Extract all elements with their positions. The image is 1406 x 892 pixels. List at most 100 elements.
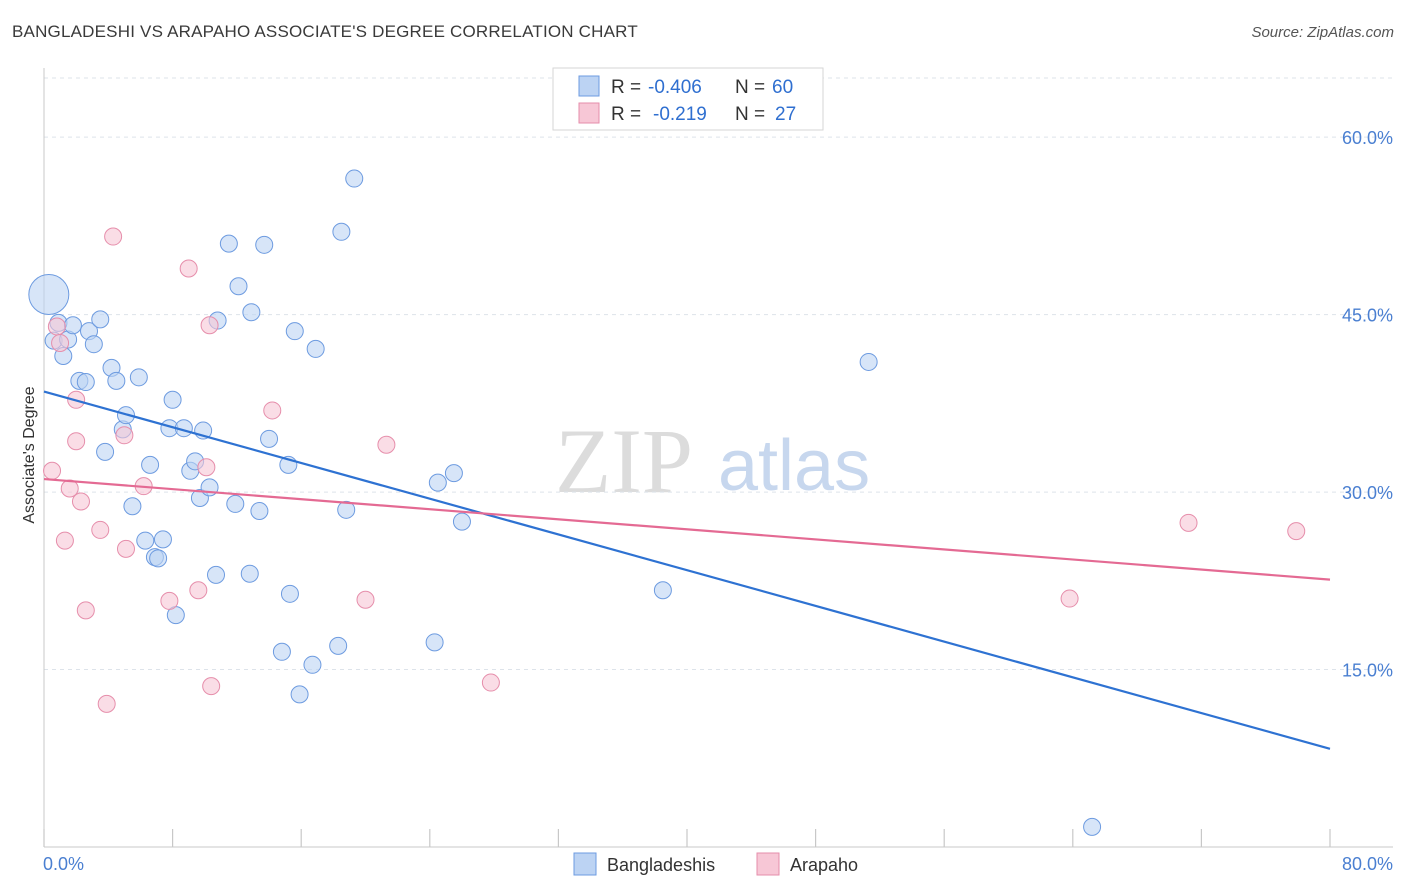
arapaho-point (179, 259, 198, 278)
bangladeshis-point (255, 235, 274, 254)
bangladeshis-point (240, 564, 259, 583)
arapaho-point (76, 601, 95, 620)
watermark-atlas: atlas (718, 426, 870, 506)
arapaho-point (1060, 589, 1079, 608)
bangladeshis-point (260, 429, 279, 448)
arapaho-point (47, 317, 66, 336)
source-label: Source: ZipAtlas.com (1251, 24, 1394, 41)
legend-swatch-pink (578, 102, 600, 124)
arapaho-point (104, 227, 123, 246)
y-tick-label: 60.0% (1342, 128, 1393, 148)
arapaho-point (1287, 522, 1306, 541)
bangladeshis-point (229, 277, 248, 296)
bangladeshis-point (163, 390, 182, 409)
series-legend: Bangladeshis Arapaho (573, 852, 858, 876)
series-arapaho (43, 227, 1306, 713)
bangladeshis-point (96, 442, 115, 461)
y-axis-label: Associate's Degree (21, 386, 38, 523)
bangladeshis-point (129, 368, 148, 387)
legend-r-value: -0.406 (648, 77, 702, 98)
arapaho-point (43, 461, 62, 480)
legend-swatch-bangladeshis (573, 852, 597, 876)
bangladeshis-point (63, 316, 82, 335)
bangladeshis-point (859, 352, 878, 371)
bangladeshis-point (290, 685, 309, 704)
bangladeshis-point (337, 500, 356, 519)
axes (43, 68, 1393, 848)
bangladeshis-point (428, 473, 447, 492)
bangladeshis-point (76, 373, 95, 392)
arapaho-point (116, 539, 135, 558)
arapaho-point (55, 531, 74, 550)
arapaho-point (356, 590, 375, 609)
bangladeshis-point (250, 502, 269, 521)
bangladeshis-point (444, 464, 463, 483)
bangladeshis-point (226, 494, 245, 513)
bangladeshis-point (303, 655, 322, 674)
legend-swatch-blue (578, 75, 600, 97)
legend-n-value: 27 (775, 104, 796, 125)
watermark-zip: ZIP (555, 410, 693, 512)
bangladeshis-point (123, 497, 142, 516)
bangladeshis-point (141, 455, 160, 474)
bangladeshis-point (153, 530, 172, 549)
legend-n-label: N = (735, 104, 765, 125)
bangladeshis-point (84, 335, 103, 354)
bangladeshis-point (425, 633, 444, 652)
legend-r-label: R = (611, 77, 641, 98)
bangladeshis-point (107, 371, 126, 390)
bangladeshis-point (91, 310, 110, 329)
bangladeshis-point (653, 581, 672, 600)
legend-swatch-arapaho (756, 852, 780, 876)
legend-n-label: N = (735, 77, 765, 98)
bangladeshis-point (136, 531, 155, 550)
arapaho-point (115, 426, 134, 445)
y-tick-label: 15.0% (1342, 661, 1393, 681)
bangladeshis-point (149, 549, 168, 568)
bangladeshis-point (219, 234, 238, 253)
bangladeshis-point (452, 512, 471, 531)
bangladeshis-point (207, 565, 226, 584)
bangladeshis-point (28, 274, 70, 316)
legend-r-value: -0.219 (653, 104, 707, 125)
y-tick-label: 30.0% (1342, 483, 1393, 503)
bangladeshis-point (280, 584, 299, 603)
legend-r-label: R = (611, 104, 641, 125)
arapaho-point (97, 694, 116, 713)
chart-title: BANGLADESHI VS ARAPAHO ASSOCIATE'S DEGRE… (12, 22, 638, 41)
bangladeshis-point (285, 322, 304, 341)
arapaho-point (51, 334, 70, 353)
arapaho-trend-line (43, 477, 1331, 581)
arapaho-point (1179, 513, 1198, 532)
arapaho-point (189, 581, 208, 600)
arapaho-point (91, 520, 110, 539)
trend-lines (43, 390, 1331, 750)
x-tick-label: 0.0% (43, 854, 84, 874)
arapaho-point (202, 677, 221, 696)
bangladeshis-point (242, 303, 261, 322)
bangladeshis-point (332, 222, 351, 241)
legend-label-bangladeshis: Bangladeshis (607, 855, 715, 875)
arapaho-point (200, 316, 219, 335)
bangladeshis-point (306, 339, 325, 358)
arapaho-point (197, 458, 216, 477)
tick-labels: 15.0% 30.0% 45.0% 60.0% 0.0% 80.0% (43, 128, 1393, 874)
arapaho-point (71, 492, 90, 511)
bangladeshis-trend-line (43, 390, 1331, 750)
legend-n-value: 60 (772, 77, 793, 98)
bangladeshis-point (1083, 817, 1102, 836)
watermark: ZIP atlas (555, 410, 870, 512)
arapaho-point (263, 401, 282, 420)
stats-legend: R = -0.406 N = 60 R = -0.219 N = 27 (552, 67, 824, 131)
x-tick-label: 80.0% (1342, 854, 1393, 874)
arapaho-point (377, 435, 396, 454)
arapaho-point (481, 673, 500, 692)
bangladeshis-point (345, 169, 364, 188)
y-tick-label: 45.0% (1342, 306, 1393, 326)
bangladeshis-point (272, 642, 291, 661)
bangladeshis-point (329, 636, 348, 655)
arapaho-point (160, 591, 179, 610)
arapaho-point (67, 432, 86, 451)
legend-label-arapaho: Arapaho (790, 855, 858, 875)
